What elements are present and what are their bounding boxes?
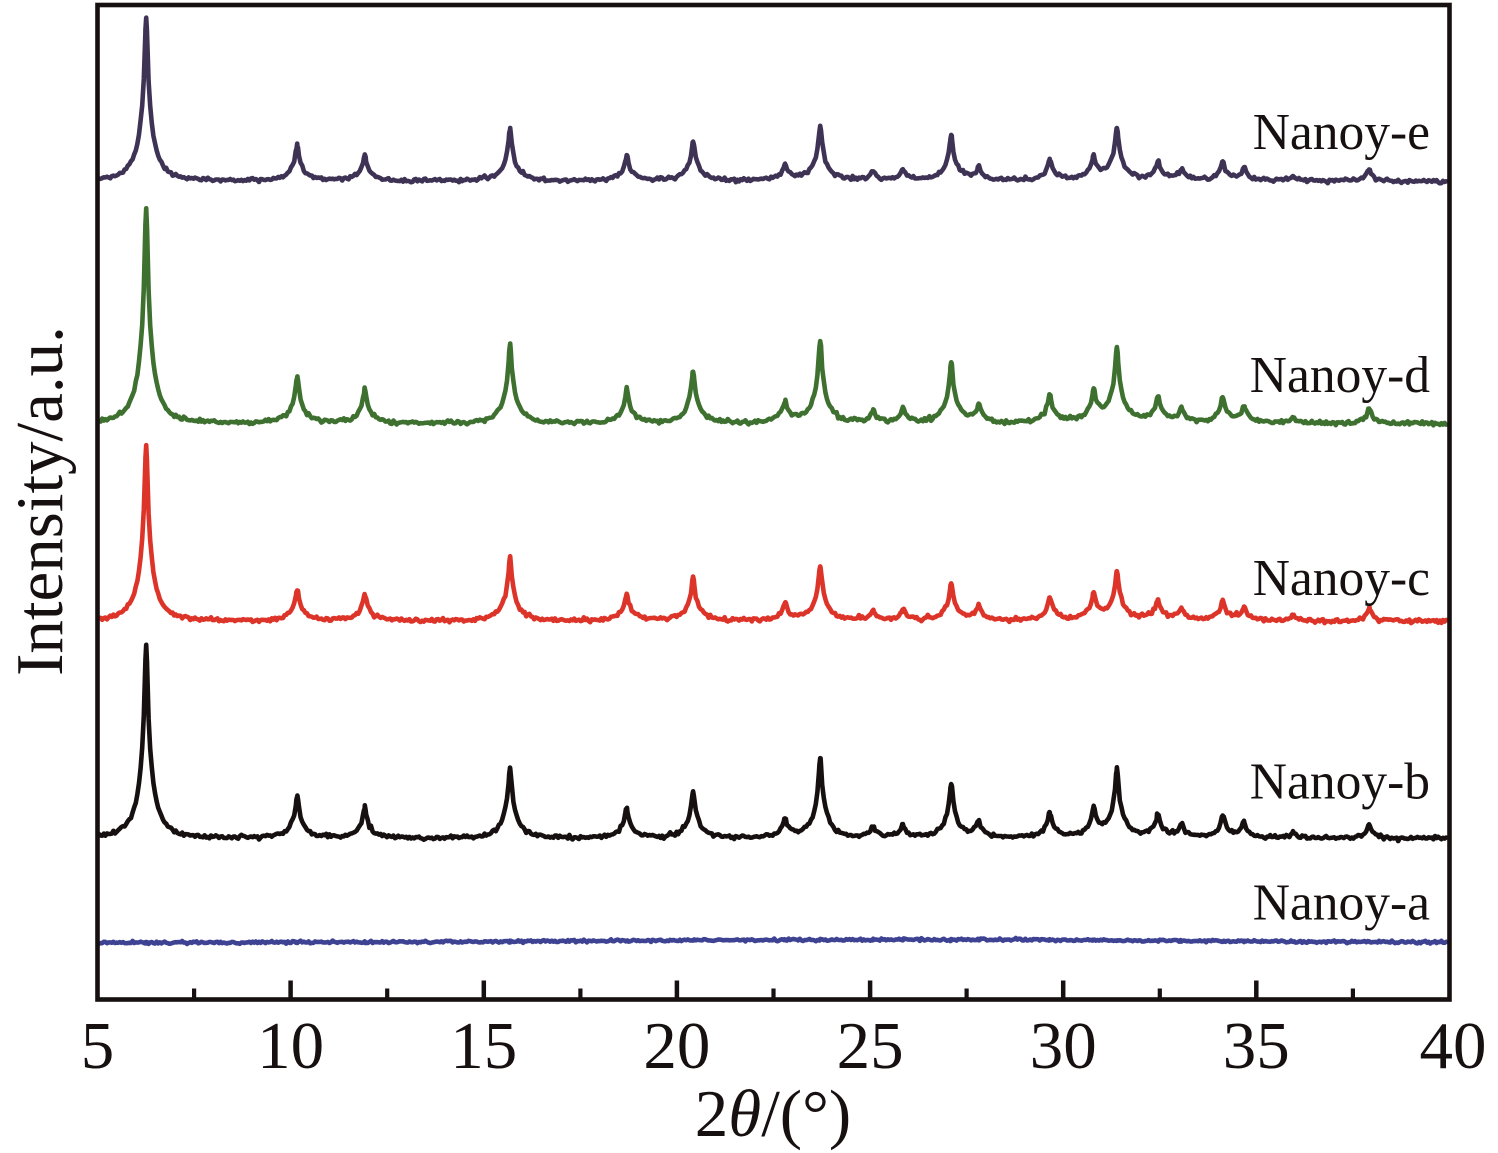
svg-text:2θ/(°): 2θ/(°) <box>695 1077 851 1151</box>
svg-text:Nanoy-b: Nanoy-b <box>1250 754 1430 811</box>
svg-text:Nanoy-d: Nanoy-d <box>1250 347 1430 404</box>
svg-text:30: 30 <box>1030 1009 1097 1083</box>
svg-text:Intensity/a.u.: Intensity/a.u. <box>3 326 77 676</box>
svg-text:20: 20 <box>643 1009 710 1083</box>
svg-text:40: 40 <box>1420 1009 1487 1083</box>
svg-text:25: 25 <box>837 1009 904 1083</box>
svg-text:10: 10 <box>257 1009 324 1083</box>
svg-text:35: 35 <box>1223 1009 1290 1083</box>
svg-text:Nanoy-c: Nanoy-c <box>1253 550 1430 607</box>
svg-text:15: 15 <box>450 1009 517 1083</box>
svg-text:Nanoy-a: Nanoy-a <box>1253 875 1430 932</box>
svg-text:Nanoy-e: Nanoy-e <box>1253 104 1430 161</box>
svg-text:5: 5 <box>81 1009 115 1083</box>
